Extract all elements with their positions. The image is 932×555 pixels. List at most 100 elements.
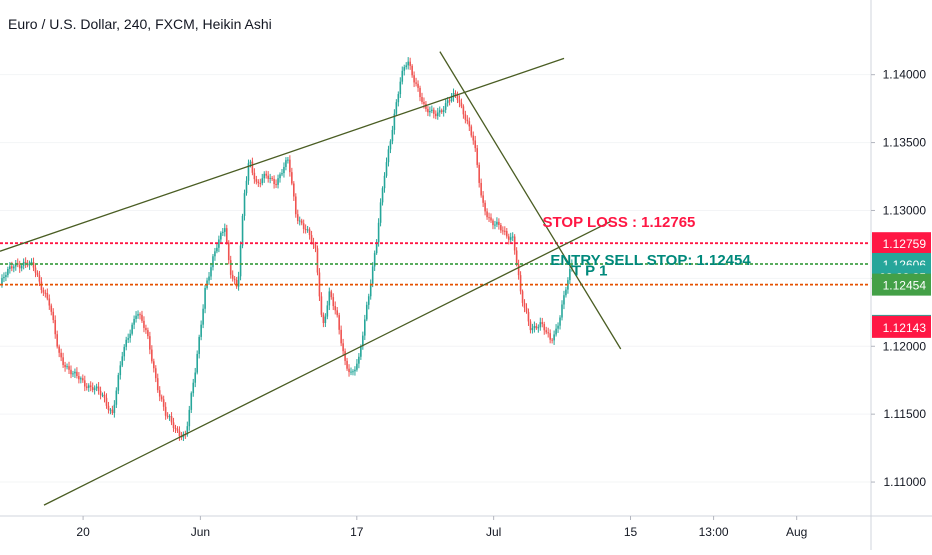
candle-down — [251, 161, 254, 173]
candle-down — [107, 405, 110, 410]
candle-down — [433, 109, 435, 114]
candle-up — [557, 325, 559, 329]
candle-up — [571, 263, 573, 269]
candle-up — [377, 222, 380, 243]
candle-up — [269, 177, 271, 179]
candle-up — [431, 109, 433, 112]
candle-up — [354, 369, 356, 372]
candle-down — [178, 430, 181, 437]
candle-down — [344, 351, 346, 361]
candle-down — [462, 106, 465, 115]
candle-down — [411, 65, 413, 76]
candle-up — [190, 393, 193, 410]
candle-up — [356, 363, 358, 370]
candle-up — [452, 92, 455, 98]
candle-up — [263, 173, 266, 179]
candle-up — [324, 316, 327, 324]
candle-down — [417, 83, 419, 88]
candle-up — [137, 314, 139, 316]
candle-down — [348, 368, 350, 373]
candle-down — [296, 214, 299, 221]
candle-up — [5, 275, 7, 277]
candle-up — [533, 326, 536, 329]
candle-down — [174, 427, 177, 429]
candle-down — [419, 87, 421, 98]
candle-down — [478, 164, 480, 183]
candle-down — [293, 183, 295, 197]
candle-down — [235, 279, 238, 287]
candle-up — [399, 81, 402, 95]
candle-down — [304, 229, 307, 231]
candle-down — [82, 378, 84, 381]
y-tick-label: 1.14000 — [883, 68, 927, 82]
candle-up — [405, 65, 408, 68]
candle-up — [22, 261, 25, 266]
candle-down — [468, 121, 471, 127]
candle-down — [111, 409, 114, 414]
candle-up — [261, 178, 264, 184]
candle-down — [105, 397, 108, 406]
candle-up — [559, 317, 561, 326]
candle-up — [373, 253, 376, 267]
x-tick-label: 17 — [350, 525, 364, 539]
candle-up — [442, 109, 445, 113]
candle-up — [95, 386, 98, 389]
candle-down — [56, 334, 58, 347]
candle-down — [454, 92, 457, 95]
candle-up — [241, 215, 244, 246]
candle-up — [381, 188, 384, 203]
candle-down — [486, 211, 488, 218]
tp-label: T P 1 — [572, 263, 608, 280]
candle-up — [216, 247, 218, 252]
x-tick-label: Jun — [191, 525, 210, 539]
candle-down — [529, 321, 532, 331]
candle-up — [385, 162, 388, 176]
candle-down — [545, 330, 548, 333]
candle-down — [151, 349, 153, 362]
candle-up — [30, 262, 33, 264]
candle-down — [547, 332, 549, 334]
candle-up — [117, 375, 120, 391]
y-tick-label: 1.12000 — [883, 339, 927, 353]
candle-down — [346, 360, 348, 369]
candle-down — [289, 159, 291, 173]
candle-down — [172, 422, 175, 428]
candle-down — [89, 385, 92, 388]
candle-down — [543, 324, 546, 331]
candle-down — [158, 390, 161, 397]
candle-down — [225, 228, 228, 243]
candle-down — [470, 126, 473, 136]
candle-down — [427, 108, 429, 113]
candle-up — [127, 338, 129, 340]
candle-down — [24, 261, 27, 264]
candle-up — [494, 224, 496, 226]
candle-down — [99, 390, 102, 396]
x-tick-label: Jul — [486, 525, 501, 539]
candle-down — [18, 264, 21, 269]
candle-down — [70, 369, 72, 375]
candle-up — [279, 174, 281, 179]
candle-up — [196, 353, 198, 373]
candle-up — [401, 70, 404, 82]
candle-up — [119, 365, 122, 376]
candle-down — [340, 329, 342, 344]
candle-down — [103, 394, 106, 398]
candle-down — [308, 229, 311, 236]
candle-down — [484, 202, 486, 212]
candle-down — [342, 343, 344, 352]
candle-up — [125, 339, 128, 347]
candle-down — [76, 371, 78, 377]
candle-up — [243, 193, 246, 216]
candle-down — [141, 314, 143, 321]
candle-up — [1, 278, 3, 286]
candle-up — [369, 283, 372, 297]
entry-label: ENTRY SELL STOP: 1.12454 — [550, 252, 751, 269]
candle-up — [403, 67, 406, 71]
tag-low-text: 1.12143 — [883, 321, 927, 335]
candle-down — [44, 292, 47, 294]
candle-up — [563, 295, 565, 305]
tag-stop-box — [872, 232, 931, 255]
candle-down — [162, 399, 165, 407]
